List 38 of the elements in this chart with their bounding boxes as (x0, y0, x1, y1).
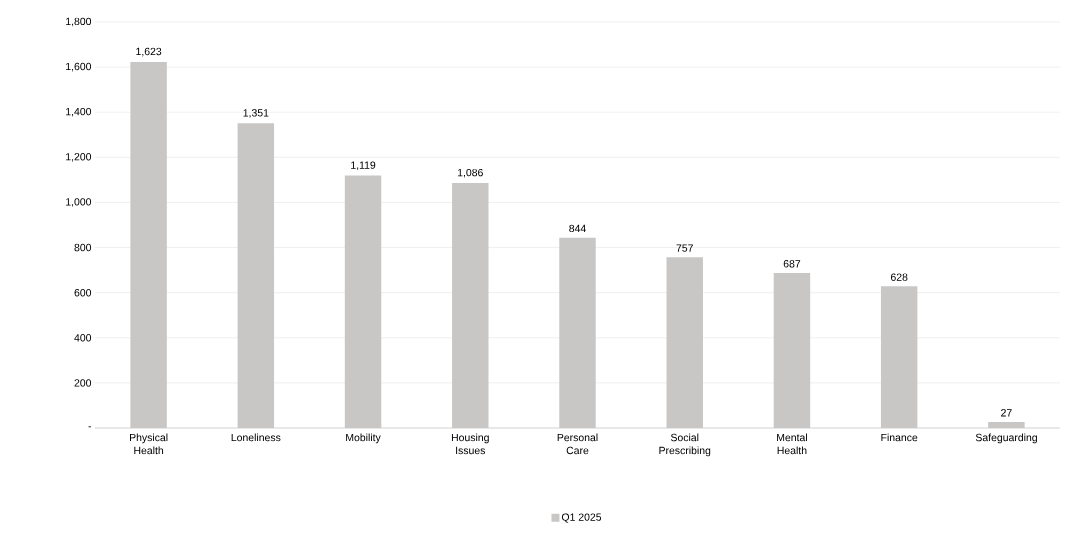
data-label: 757 (676, 244, 693, 252)
bar (237, 123, 275, 428)
y-tick-label: 1,000 (66, 198, 92, 207)
data-label: 1,119 (351, 161, 376, 171)
data-label: 1,351 (243, 109, 269, 118)
data-label: 844 (569, 224, 586, 233)
bar (880, 286, 918, 428)
bar (130, 61, 167, 428)
x-tick-label: Physical Health (130, 433, 168, 455)
data-label: 1,086 (457, 168, 483, 178)
x-tick-label: Mobility (346, 433, 381, 444)
legend-label: Q1 2025 (561, 513, 602, 523)
y-tick-label: 600 (74, 288, 92, 297)
bar (773, 273, 811, 428)
data-label: 628 (890, 273, 908, 281)
y-tick-label: 400 (74, 334, 92, 342)
y-tick-label: 1,600 (66, 62, 92, 72)
y-tick-label: - (88, 426, 92, 428)
y-tick-label: 1,800 (66, 17, 92, 27)
x-tick-label: Personal Care (557, 433, 598, 455)
bar (988, 421, 1025, 428)
x-tick-label: Social Prescribing (659, 433, 711, 457)
data-label: 27 (1001, 409, 1012, 417)
bar (666, 257, 703, 428)
y-tick-label: 200 (74, 379, 92, 387)
y-tick-label: 1,200 (66, 153, 92, 162)
x-tick-label: Loneliness (231, 433, 281, 442)
y-tick-label: 1,400 (66, 107, 92, 117)
x-tick-label: Safeguarding (975, 433, 1037, 444)
y-tick-label: 800 (74, 243, 92, 252)
data-label: 687 (783, 260, 801, 268)
data-label: 1,623 (136, 47, 162, 57)
x-tick-label: Mental Health (777, 433, 807, 455)
x-tick-label: Finance (881, 433, 918, 442)
bar (559, 237, 596, 428)
bar (344, 175, 382, 428)
x-tick-label: Housing Issues (451, 433, 489, 455)
bar (452, 183, 489, 428)
